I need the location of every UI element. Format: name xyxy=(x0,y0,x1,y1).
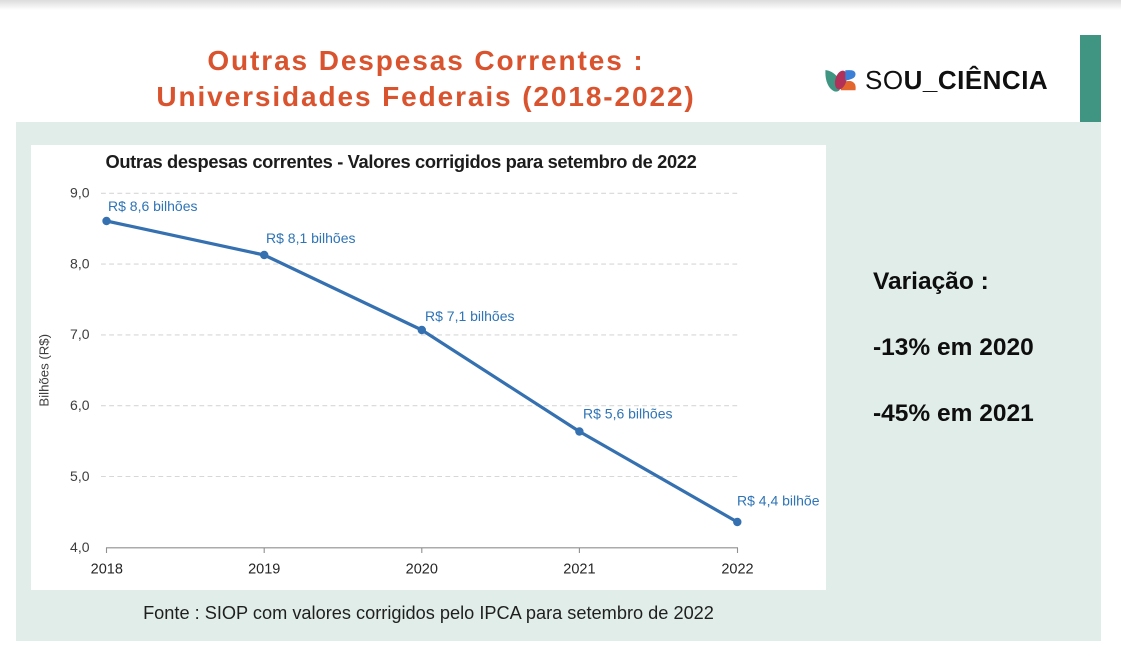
svg-text:R$ 8,6 bilhões: R$ 8,6 bilhões xyxy=(108,198,198,214)
svg-text:R$ 5,6 bilhões: R$ 5,6 bilhões xyxy=(583,405,673,421)
svg-text:4,0: 4,0 xyxy=(70,539,90,555)
svg-text:2020: 2020 xyxy=(406,562,438,578)
svg-text:R$ 7,1 bilhões: R$ 7,1 bilhões xyxy=(425,308,515,324)
svg-text:8,0: 8,0 xyxy=(70,255,90,271)
svg-text:2019: 2019 xyxy=(248,562,280,578)
svg-text:Bilhões (R$): Bilhões (R$) xyxy=(36,334,51,407)
svg-text:9,0: 9,0 xyxy=(70,185,90,201)
svg-text:2018: 2018 xyxy=(91,562,123,578)
svg-text:2021: 2021 xyxy=(563,562,595,578)
svg-text:R$ 4,4 bilhõe: R$ 4,4 bilhõe xyxy=(737,492,820,508)
svg-text:7,0: 7,0 xyxy=(70,326,90,342)
svg-text:R$ 8,1 bilhões: R$ 8,1 bilhões xyxy=(266,230,356,246)
svg-text:6,0: 6,0 xyxy=(70,397,90,413)
svg-text:2022: 2022 xyxy=(721,562,753,578)
svg-text:5,0: 5,0 xyxy=(70,468,90,484)
